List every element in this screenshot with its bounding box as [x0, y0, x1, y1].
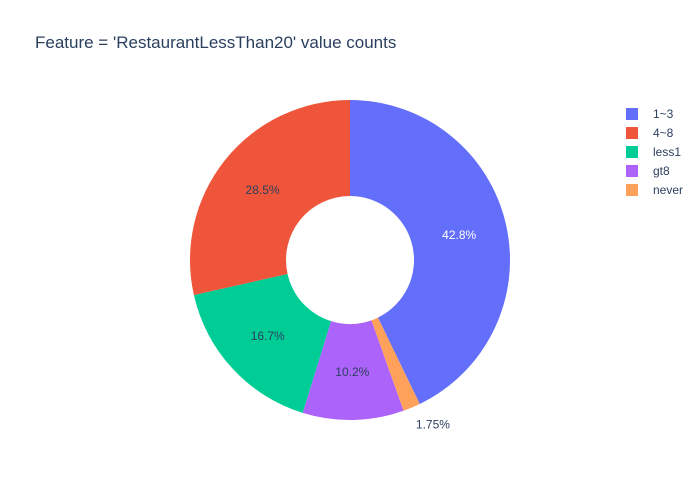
legend-label-gt8: gt8: [653, 163, 670, 178]
legend-item-gt8[interactable]: gt8: [620, 161, 695, 180]
slice-label-1-3: 42.8%: [442, 228, 476, 242]
legend-swatch-4-8: [626, 126, 638, 139]
chart-title: Feature = 'RestaurantLessThan20' value c…: [35, 33, 397, 52]
slice-4-8[interactable]: [190, 100, 350, 296]
legend-label-4-8: 4~8: [653, 125, 674, 140]
legend-label-less1: less1: [653, 144, 682, 159]
legend-swatch-gt8: [626, 164, 638, 177]
legend: 1~3 4~8 less1 gt8 never: [620, 104, 695, 199]
legend-swatch-never: [626, 183, 638, 196]
legend-item-less1[interactable]: less1: [620, 142, 695, 161]
slice-label-4-8: 28.5%: [246, 183, 280, 197]
legend-swatch-1-3: [626, 107, 638, 120]
legend-item-never[interactable]: never: [620, 180, 695, 199]
legend-label-never: never: [653, 182, 684, 197]
slice-1-3[interactable]: [350, 100, 511, 404]
slice-gt8[interactable]: [302, 320, 404, 421]
slice-never[interactable]: [371, 317, 420, 411]
legend-item-4-8[interactable]: 4~8: [620, 123, 695, 142]
legend-label-1-3: 1~3: [653, 106, 674, 121]
legend-swatch-less1: [626, 145, 638, 158]
legend-item-1-3[interactable]: 1~3: [620, 104, 695, 123]
slice-label-gt8: 10.2%: [335, 365, 369, 379]
slice-label-never: 1.75%: [416, 417, 450, 431]
slice-label-less1: 16.7%: [251, 329, 285, 343]
slice-less1[interactable]: [193, 274, 332, 413]
